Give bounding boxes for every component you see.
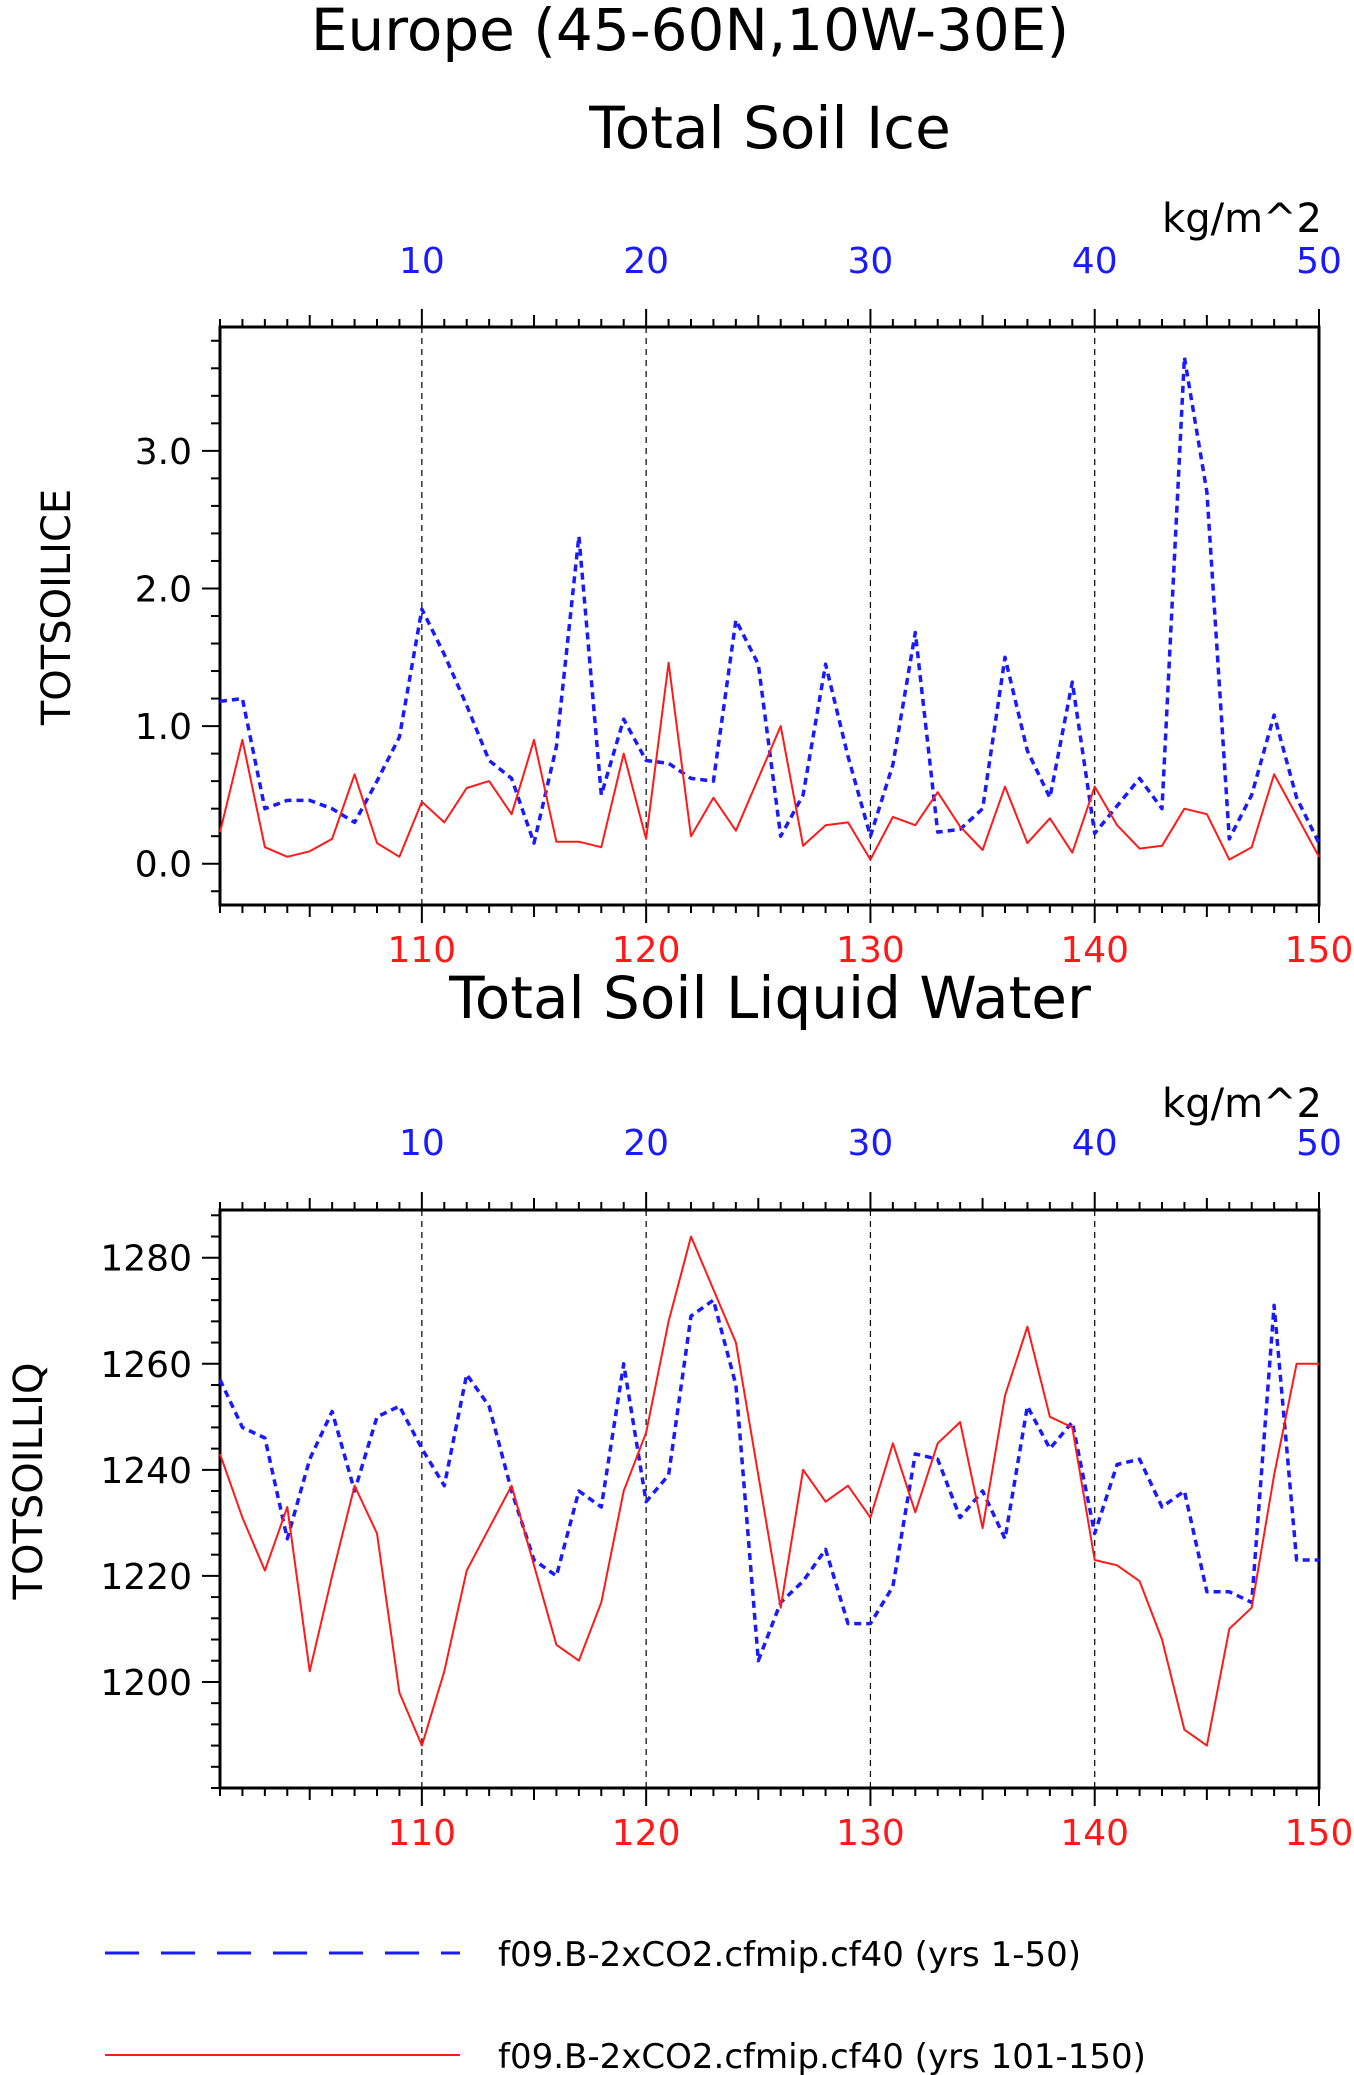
legend-label: f09.B-2xCO2.cfmip.cf40 (yrs 1-50) xyxy=(498,1935,1081,1975)
y-tick-label: 1240 xyxy=(100,1451,192,1492)
x-tick-label-bottom: 120 xyxy=(612,1813,681,1854)
series-line-yrs-101-150 xyxy=(219,661,1320,861)
legend: f09.B-2xCO2.cfmip.cf40 (yrs 1-50) f09.B-… xyxy=(105,1935,1146,2075)
x-tick-label-top: 10 xyxy=(399,1123,445,1164)
units-label: kg/m^2 xyxy=(1162,1081,1322,1127)
units-label: kg/m^2 xyxy=(1162,196,1322,242)
panel-title: Total Soil Liquid Water xyxy=(448,964,1091,1032)
x-tick-label-bottom: 140 xyxy=(1060,930,1129,971)
y-tick-label: 3.0 xyxy=(135,432,192,473)
panel-total-soil-liquid-water: Total Soil Liquid Water kg/m^2 TOTSOILLI… xyxy=(6,964,1353,1854)
series-line-yrs-1-50 xyxy=(218,1298,1319,1663)
series-line-yrs-1-50 xyxy=(219,355,1321,845)
x-tick-label-bottom: 130 xyxy=(836,1813,905,1854)
y-tick-label: 1280 xyxy=(100,1239,192,1280)
x-tick-label-top: 30 xyxy=(848,1123,894,1164)
y-tick-label: 1200 xyxy=(100,1663,192,1704)
panel-total-soil-ice: Total Soil Ice kg/m^2 TOTSOILICE 0.0 1.0 2… xyxy=(34,94,1353,971)
x-tick-label-top: 20 xyxy=(623,241,669,282)
x-tick-label-bottom: 130 xyxy=(836,930,905,971)
y-tick-label: 1220 xyxy=(100,1557,192,1598)
x-tick-label-bottom: 140 xyxy=(1060,1813,1129,1854)
x-tick-label-top: 50 xyxy=(1296,1123,1342,1164)
y-tick-label: 0.0 xyxy=(135,845,192,886)
x-tick-label-top: 40 xyxy=(1072,241,1118,282)
x-tick-label-top: 40 xyxy=(1072,1123,1118,1164)
y-axis-label: TOTSOILLIQ xyxy=(6,1363,52,1601)
panel-title: Total Soil Ice xyxy=(588,94,951,162)
y-tick-label: 1260 xyxy=(100,1345,192,1386)
x-tick-label-top: 20 xyxy=(623,1123,669,1164)
legend-label: f09.B-2xCO2.cfmip.cf40 (yrs 101-150) xyxy=(498,2037,1146,2075)
y-tick-label: 2.0 xyxy=(135,569,192,610)
series-line-yrs-101-150 xyxy=(219,1235,1319,1747)
x-tick-label-bottom: 110 xyxy=(387,930,456,971)
y-tick-label: 1.0 xyxy=(135,707,192,748)
x-tick-label-bottom: 150 xyxy=(1285,1813,1354,1854)
x-tick-label-top: 30 xyxy=(848,241,894,282)
x-tick-label-top: 10 xyxy=(399,241,445,282)
plot-frame xyxy=(218,325,1321,907)
y-axis-label: TOTSOILICE xyxy=(34,489,80,726)
x-tick-label-bottom: 120 xyxy=(612,930,681,971)
plot-frame xyxy=(218,1208,1321,1790)
x-tick-label-bottom: 110 xyxy=(387,1813,456,1854)
x-tick-label-top: 50 xyxy=(1296,241,1342,282)
x-tick-label-bottom: 150 xyxy=(1285,930,1354,971)
figure-title: Europe (45-60N,10W-30E) xyxy=(311,0,1069,64)
